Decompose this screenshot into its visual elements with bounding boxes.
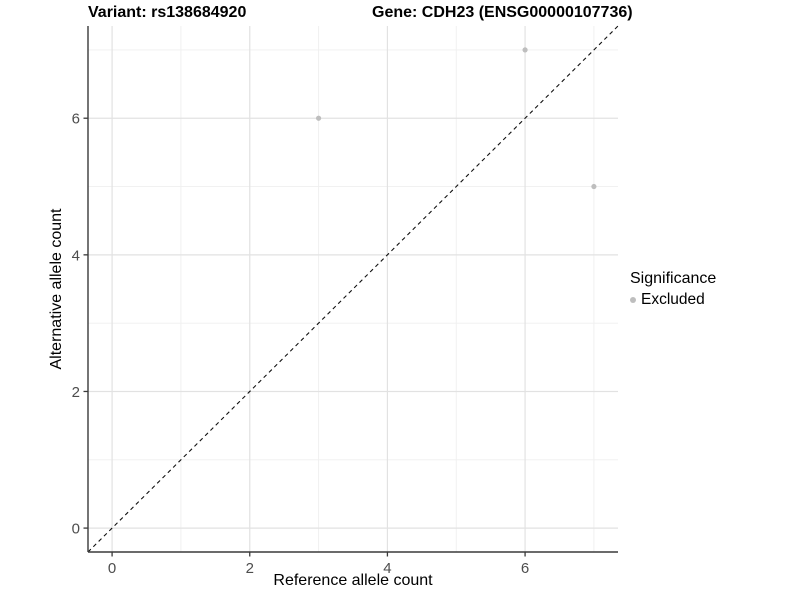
x-tick-label: 4 (383, 560, 391, 577)
legend-item-label: Excluded (641, 291, 705, 308)
legend: Significance Excluded (630, 270, 716, 309)
y-axis-label: Alternative allele count (48, 208, 65, 370)
variant-title: Variant: rs138684920 (88, 4, 247, 21)
data-point (315, 115, 322, 121)
x-tick-label: 6 (521, 560, 529, 577)
y-tick-label: 6 (72, 111, 80, 128)
x-tick-label: 0 (108, 560, 116, 577)
y-tick-label: 0 (72, 521, 80, 538)
legend-title: Significance (630, 270, 717, 287)
y-tick-label: 2 (72, 384, 80, 401)
identity-reference-line (87, 25, 619, 553)
y-tick-label: 4 (72, 247, 80, 264)
legend-item-excluded: Excluded (630, 291, 716, 309)
data-point (522, 47, 528, 53)
excluded-point-icon (630, 297, 636, 303)
data-point (591, 183, 597, 190)
gene-title: Gene: CDH23 (ENSG00000107736) (372, 4, 633, 21)
x-tick-label: 2 (246, 560, 254, 577)
x-axis-label: Reference allele count (273, 572, 433, 589)
